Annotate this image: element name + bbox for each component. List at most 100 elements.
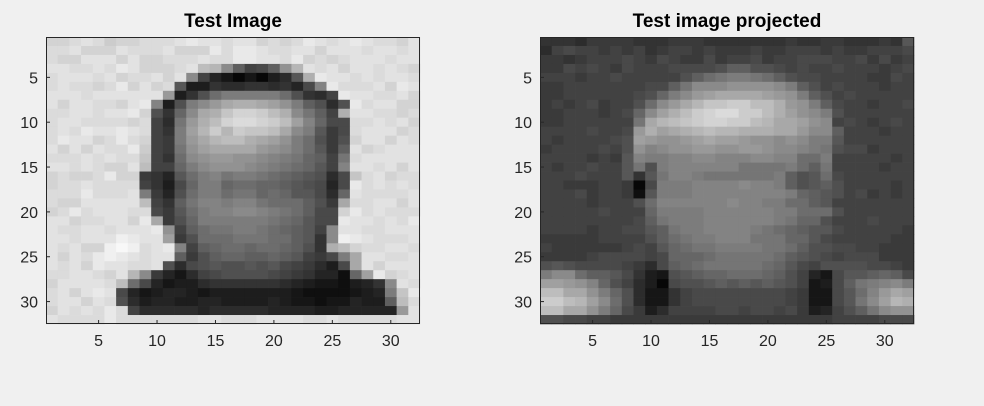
image-cell	[303, 99, 316, 110]
image-cell	[46, 37, 59, 47]
image-cell	[174, 189, 187, 199]
image-cell	[867, 270, 880, 280]
image-cell	[680, 306, 693, 316]
image-cell	[373, 45, 386, 56]
image-cell	[127, 180, 140, 190]
image-cell	[349, 153, 362, 163]
image-cell	[867, 216, 880, 226]
image-cell	[855, 315, 868, 325]
image-cell	[645, 37, 658, 47]
image-cell	[57, 207, 70, 217]
image-cell	[808, 252, 821, 262]
image-cell	[349, 99, 362, 110]
y-tick-label: 15	[514, 160, 532, 177]
image-cell	[244, 162, 257, 172]
image-cell	[668, 54, 681, 65]
image-cell	[233, 252, 246, 262]
image-cell	[598, 279, 611, 289]
image-cell	[139, 153, 152, 163]
image-cell	[621, 37, 634, 47]
image-cell	[691, 171, 704, 181]
image-cell	[551, 108, 564, 119]
image-cell	[540, 216, 553, 226]
image-cell	[563, 216, 576, 226]
image-cell	[785, 45, 798, 56]
x-tick-label: 15	[207, 333, 225, 350]
image-cell	[867, 81, 880, 92]
image-cell	[691, 216, 704, 226]
image-cell	[408, 144, 421, 154]
image-cell	[384, 162, 397, 172]
image-cell	[408, 270, 421, 280]
image-cell	[162, 180, 175, 190]
image-cell	[785, 288, 798, 298]
image-cell	[162, 171, 175, 181]
image-cell	[233, 315, 246, 325]
image-cell	[46, 135, 59, 145]
image-cell	[656, 45, 669, 56]
image-cell	[610, 225, 623, 235]
image-cell	[291, 243, 304, 253]
image-cell	[268, 270, 281, 280]
image-cell	[820, 189, 833, 199]
image-cell	[575, 162, 588, 172]
image-cell	[902, 171, 915, 181]
y-tick-label: 5	[523, 70, 532, 87]
image-cell	[373, 279, 386, 289]
y-tick-label: 20	[514, 205, 532, 222]
image-cell	[384, 126, 397, 137]
image-cell	[832, 216, 845, 226]
image-cell	[279, 297, 292, 307]
image-cell	[174, 252, 187, 262]
image-cell	[338, 153, 351, 163]
image-cell	[314, 198, 327, 208]
image-cell	[326, 171, 339, 181]
image-cell	[598, 126, 611, 137]
image-cell	[621, 72, 634, 83]
image-cell	[727, 144, 740, 154]
image-cell	[762, 144, 775, 154]
image-cell	[139, 126, 152, 137]
image-cell	[797, 63, 810, 74]
image-cell	[209, 261, 222, 271]
image-cell	[715, 117, 728, 128]
image-cell	[303, 180, 316, 190]
image-cell	[92, 171, 105, 181]
image-cell	[738, 198, 751, 208]
image-cell	[139, 99, 152, 110]
image-cell	[621, 279, 634, 289]
image-cell	[291, 207, 304, 217]
image-cell	[197, 81, 210, 92]
image-cell	[691, 189, 704, 199]
image-cell	[151, 261, 164, 271]
image-cell	[656, 180, 669, 190]
image-cell	[268, 126, 281, 137]
image-cell	[104, 315, 117, 325]
image-cell	[586, 108, 599, 119]
image-cell	[69, 90, 82, 101]
image-cell	[162, 126, 175, 137]
x-tick-label: 15	[701, 333, 719, 350]
image-cell	[92, 90, 105, 101]
image-cell	[139, 54, 152, 65]
image-cell	[396, 171, 409, 181]
image-cell	[820, 252, 833, 262]
image-cell	[408, 37, 421, 47]
image-cell	[762, 234, 775, 244]
image-cell	[902, 279, 915, 289]
image-cell	[575, 243, 588, 253]
image-cell	[656, 315, 669, 325]
image-cell	[303, 306, 316, 316]
image-cell	[139, 288, 152, 298]
image-cell	[715, 306, 728, 316]
image-cell	[843, 144, 856, 154]
image-cell	[162, 153, 175, 163]
image-cell	[221, 306, 234, 316]
image-cell	[384, 207, 397, 217]
image-cell	[656, 37, 669, 47]
image-cell	[715, 270, 728, 280]
image-cell	[668, 126, 681, 137]
image-cell	[575, 234, 588, 244]
